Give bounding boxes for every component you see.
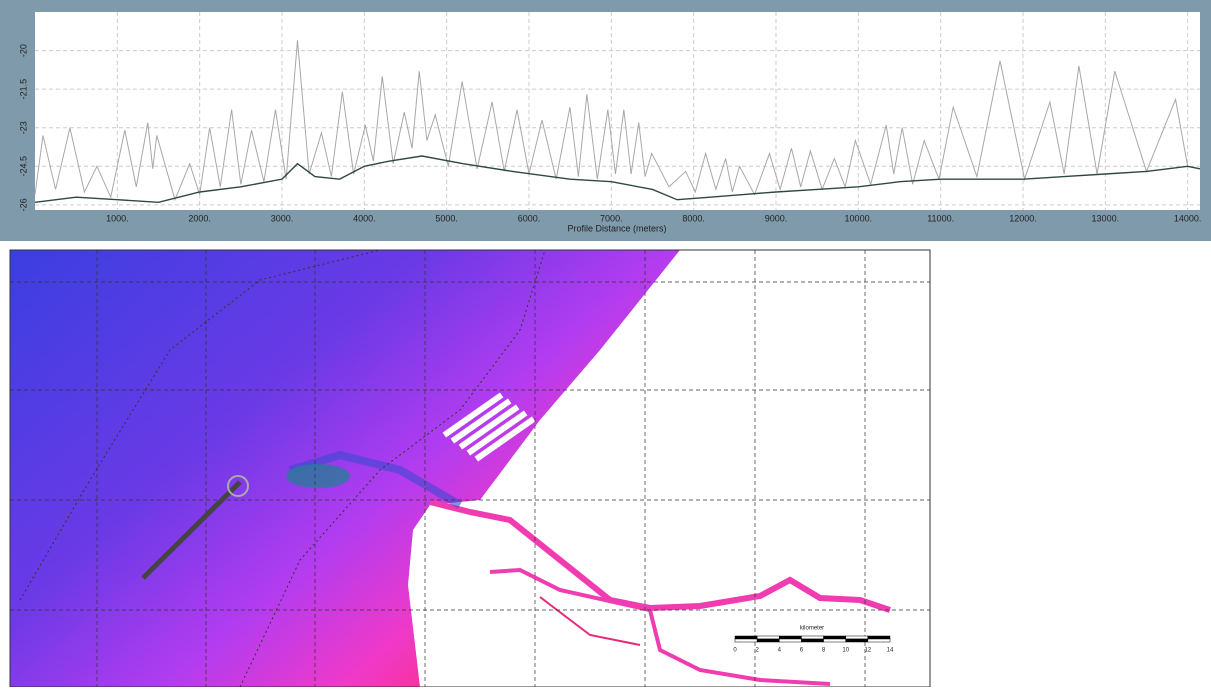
scale-segment bbox=[824, 636, 846, 639]
scale-segment bbox=[779, 636, 801, 639]
scale-segment bbox=[801, 636, 823, 639]
page: 1000. 2000. 3000. 4000. 5000. 6000. 7000. 8000.… bbox=[0, 0, 1211, 687]
scale-segment bbox=[846, 636, 868, 639]
y-tick-label: -23 bbox=[18, 121, 28, 134]
scale-segment bbox=[824, 639, 846, 642]
x-tick-label: 13000. bbox=[1092, 213, 1120, 223]
y-tick-label: -21.5 bbox=[18, 79, 28, 100]
y-tick-label: -24.5 bbox=[18, 156, 28, 177]
x-tick-label: 5000. bbox=[435, 213, 458, 223]
x-tick-label: 1000. bbox=[106, 213, 129, 223]
scale-segment bbox=[801, 639, 823, 642]
scale-segment bbox=[735, 639, 757, 642]
x-tick-label: 12000. bbox=[1009, 213, 1037, 223]
screen: 1000. 2000. 3000. 4000. 5000. 6000. 7000. 8000.… bbox=[0, 0, 1211, 687]
scale-label: kilometer bbox=[800, 626, 824, 632]
x-tick-label: 2000. bbox=[188, 213, 211, 223]
x-tick-label: 9000. bbox=[765, 213, 788, 223]
y-tick-label: -20 bbox=[18, 44, 28, 57]
scale-segment bbox=[868, 636, 890, 639]
scale-segment bbox=[846, 639, 868, 642]
scale-tick-label: 12 bbox=[865, 648, 872, 654]
x-axis-label: Profile Distance (meters) bbox=[567, 223, 666, 233]
x-tick-label: 8000. bbox=[682, 213, 705, 223]
x-tick-label: 4000. bbox=[353, 213, 376, 223]
x-tick-label: 10000. bbox=[845, 213, 873, 223]
scale-segment bbox=[757, 636, 779, 639]
plot-area bbox=[35, 12, 1200, 210]
scale-segment bbox=[757, 639, 779, 642]
x-tick-label: 14000. bbox=[1174, 213, 1202, 223]
x-tick-label: 6000. bbox=[518, 213, 541, 223]
scale-segment bbox=[735, 636, 757, 639]
shoal bbox=[286, 464, 350, 488]
x-tick-label: 7000. bbox=[600, 213, 623, 223]
scale-segment bbox=[868, 639, 890, 642]
x-tick-label: 3000. bbox=[271, 213, 294, 223]
y-tick-label: -26 bbox=[18, 198, 28, 211]
scale-tick-label: 14 bbox=[887, 648, 894, 654]
scale-tick-label: 10 bbox=[842, 648, 849, 654]
x-tick-label: 11000. bbox=[927, 213, 954, 223]
scale-segment bbox=[779, 639, 801, 642]
